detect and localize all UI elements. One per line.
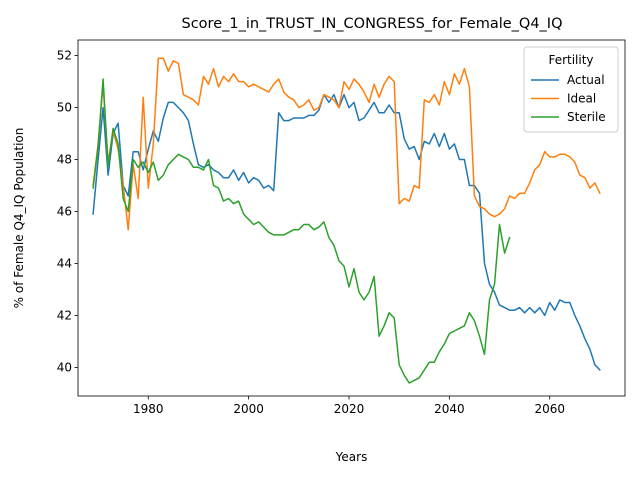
series-line-actual — [92, 93, 601, 371]
series-line-sterile — [92, 78, 511, 384]
legend-label-actual: Actual — [567, 73, 605, 87]
y-tick-label: 48 — [57, 153, 72, 167]
y-tick-label: 42 — [57, 308, 72, 322]
x-axis-label: Years — [335, 450, 368, 464]
y-tick-label: 50 — [57, 101, 72, 115]
y-tick-label: 46 — [57, 205, 72, 219]
x-axis: 1980 2000 2020 2040 2060 — [133, 396, 565, 416]
y-axis-label: % of Female Q4_IQ Population — [12, 128, 26, 309]
plot-area — [92, 57, 601, 384]
legend-title: Fertility — [548, 53, 593, 67]
legend: Fertility Actual Ideal Sterile — [523, 46, 619, 133]
chart-title: Score_1_in_TRUST_IN_CONGRESS_for_Female_… — [182, 16, 563, 32]
x-tick-label: 2020 — [334, 402, 365, 416]
y-tick-label: 52 — [57, 49, 72, 63]
y-tick-label: 44 — [57, 256, 72, 270]
legend-label-ideal: Ideal — [567, 92, 596, 106]
x-tick-label: 1980 — [133, 402, 164, 416]
legend-label-sterile: Sterile — [567, 110, 606, 124]
plot-frame — [77, 39, 626, 397]
x-tick-label: 2040 — [434, 402, 465, 416]
y-axis: 40 42 44 46 48 50 52 — [57, 49, 78, 374]
x-tick-label: 2060 — [534, 402, 565, 416]
y-tick-label: 40 — [57, 360, 72, 374]
x-tick-label: 2000 — [233, 402, 264, 416]
series-line-ideal — [92, 57, 601, 231]
legend-box — [523, 46, 619, 133]
